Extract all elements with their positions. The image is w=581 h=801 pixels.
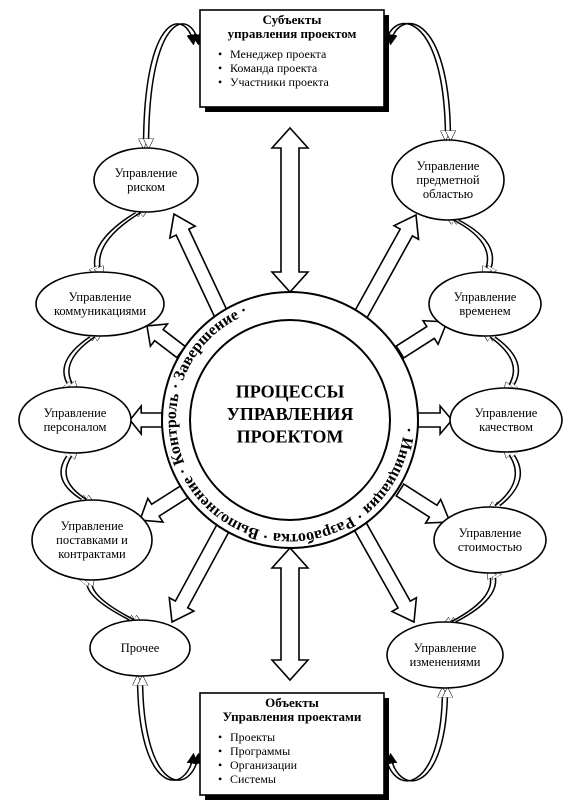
chain-R-3 [448, 569, 496, 626]
ellipse-changes: Управлениеизменениями [387, 622, 503, 688]
top-box-title: Субъекты [263, 12, 322, 27]
chain-L-2 [61, 449, 89, 504]
top-box-subtitle: управления проектом [228, 26, 357, 41]
ellipse-subject-area-label: предметной [416, 173, 480, 187]
arrow-center-bottom [272, 548, 308, 680]
bottom-box-bullet-icon: • [218, 744, 222, 758]
outer-curve-top-left [149, 24, 199, 148]
ellipse-communications-label: коммуникациями [54, 304, 146, 318]
ellipse-subject-area-label: областью [423, 187, 473, 201]
top-box-bullet-icon: • [218, 47, 222, 61]
top-box-bullet-icon: • [218, 75, 222, 89]
chain-R-2 [493, 448, 521, 511]
chain-L-0 [100, 208, 149, 276]
arrow-center-top [272, 128, 308, 292]
ellipse-quality-label: качеством [479, 420, 533, 434]
outer-curve-top-left [144, 24, 194, 148]
chain-R-2 [488, 448, 516, 511]
spoke-subject-area [348, 208, 428, 323]
chain-L-3 [92, 576, 143, 624]
ellipse-time-label: временем [459, 304, 510, 318]
top-box-item: Менеджер проекта [230, 47, 327, 61]
chain-L-0 [95, 208, 144, 276]
ellipse-cost: Управлениестоимостью [434, 507, 546, 573]
ellipse-changes-label: Управление [414, 641, 477, 655]
ellipse-other-label: Прочее [121, 641, 160, 655]
center-title-line: ПРОЕКТОМ [237, 427, 344, 447]
outer-curve-top-right [386, 24, 446, 140]
ellipse-personnel-label: Управление [44, 406, 107, 420]
ellipse-risk-label: риском [127, 180, 165, 194]
bottom-box-item: Системы [230, 772, 276, 786]
ellipse-quality-label: Управление [475, 406, 538, 420]
ellipse-other: Прочее [90, 620, 190, 676]
chain-R-1 [488, 332, 519, 392]
ellipse-contracts: Управлениепоставками иконтрактами [32, 500, 152, 580]
ellipse-communications: Управлениекоммуникациями [36, 272, 164, 336]
ellipse-risk-label: Управление [115, 166, 178, 180]
ellipse-risk: Управлениериском [94, 148, 198, 212]
spoke-other [160, 521, 236, 628]
chain-L-1 [69, 332, 103, 391]
ellipse-cost-label: стоимостью [458, 540, 522, 554]
outer-curve-bottom-left [143, 676, 199, 780]
ellipse-personnel: Управлениеперсоналом [19, 387, 131, 453]
ellipse-time-label: Управление [454, 290, 517, 304]
bottom-box-item: Организации [230, 758, 298, 772]
ellipse-cost-label: Управление [459, 526, 522, 540]
ellipse-changes-label: изменениями [410, 655, 481, 669]
bottom-box-title: Объекты [265, 695, 319, 710]
center-title-line: ПРОЦЕССЫ [236, 382, 345, 402]
ellipse-contracts-label: поставками и [56, 533, 128, 547]
chain-L-1 [64, 332, 98, 391]
bottom-box-bullet-icon: • [218, 772, 222, 786]
ellipse-subject-area: Управлениепредметнойобластью [392, 140, 504, 220]
ellipse-communications-label: Управление [69, 290, 132, 304]
chain-R-1 [483, 332, 514, 392]
chain-L-2 [66, 449, 94, 504]
top-box-item: Команда проекта [230, 61, 318, 75]
ellipse-time: Управлениевременем [429, 272, 541, 336]
ellipse-subject-area-label: Управление [417, 159, 480, 173]
bottom-box-bullet-icon: • [218, 758, 222, 772]
top-box-item: Участники проекта [230, 75, 329, 89]
chain-R-3 [443, 569, 491, 626]
center-title-line: УПРАВЛЕНИЯ [227, 404, 354, 424]
spoke-changes [348, 519, 426, 629]
bottom-box-subtitle: Управления проектами [223, 709, 362, 724]
spoke-risk [161, 208, 233, 320]
bottom-box-item: Программы [230, 744, 290, 758]
ellipse-quality: Управлениекачеством [450, 388, 562, 452]
ellipse-personnel-label: персоналом [44, 420, 107, 434]
top-box-bullet-icon: • [218, 61, 222, 75]
ellipse-contracts-label: Управление [61, 519, 124, 533]
spoke-personnel [130, 406, 162, 434]
bottom-box-bullet-icon: • [218, 730, 222, 744]
bottom-box-item: Проекты [230, 730, 275, 744]
ellipse-contracts-label: контрактами [58, 547, 126, 561]
spoke-quality [418, 406, 452, 434]
